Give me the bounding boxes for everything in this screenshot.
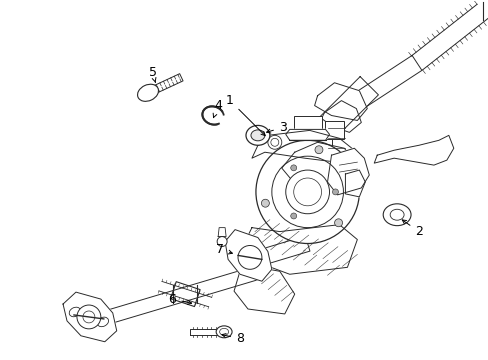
Polygon shape xyxy=(281,142,354,185)
Circle shape xyxy=(267,135,281,149)
Polygon shape xyxy=(106,265,264,324)
Text: 5: 5 xyxy=(148,66,156,82)
Polygon shape xyxy=(345,170,365,197)
Text: 3: 3 xyxy=(266,121,286,134)
Polygon shape xyxy=(410,4,487,70)
Polygon shape xyxy=(190,329,218,335)
Circle shape xyxy=(314,146,322,154)
Text: 1: 1 xyxy=(225,94,264,136)
Bar xyxy=(307,136,331,151)
Ellipse shape xyxy=(245,125,269,145)
Polygon shape xyxy=(224,230,271,281)
Ellipse shape xyxy=(250,130,264,141)
Circle shape xyxy=(261,199,269,207)
Polygon shape xyxy=(354,55,421,108)
Ellipse shape xyxy=(137,84,158,101)
Text: 7: 7 xyxy=(216,243,232,256)
Ellipse shape xyxy=(216,326,232,338)
Polygon shape xyxy=(159,282,211,307)
Circle shape xyxy=(217,237,226,247)
Circle shape xyxy=(290,165,296,171)
Polygon shape xyxy=(251,130,354,163)
Circle shape xyxy=(285,170,329,214)
Circle shape xyxy=(255,140,359,243)
Polygon shape xyxy=(150,74,183,94)
Circle shape xyxy=(290,213,296,219)
Circle shape xyxy=(334,219,342,227)
Polygon shape xyxy=(327,148,368,195)
Polygon shape xyxy=(314,83,366,121)
Ellipse shape xyxy=(383,204,410,226)
Circle shape xyxy=(332,189,338,195)
Polygon shape xyxy=(218,228,225,237)
Text: 4: 4 xyxy=(213,99,222,118)
Circle shape xyxy=(238,246,262,269)
Text: 8: 8 xyxy=(222,332,244,345)
Text: 6: 6 xyxy=(168,293,191,306)
Circle shape xyxy=(77,305,101,329)
Polygon shape xyxy=(321,100,361,132)
Bar xyxy=(293,117,321,134)
Polygon shape xyxy=(170,282,200,307)
Polygon shape xyxy=(331,93,366,127)
Text: 2: 2 xyxy=(402,220,422,238)
Ellipse shape xyxy=(97,317,108,327)
Bar xyxy=(324,121,344,139)
Polygon shape xyxy=(300,77,378,154)
Polygon shape xyxy=(242,225,357,274)
Polygon shape xyxy=(234,264,294,314)
Polygon shape xyxy=(373,135,453,165)
Polygon shape xyxy=(63,292,117,342)
Polygon shape xyxy=(252,236,309,267)
Polygon shape xyxy=(285,129,329,140)
Ellipse shape xyxy=(69,307,81,317)
